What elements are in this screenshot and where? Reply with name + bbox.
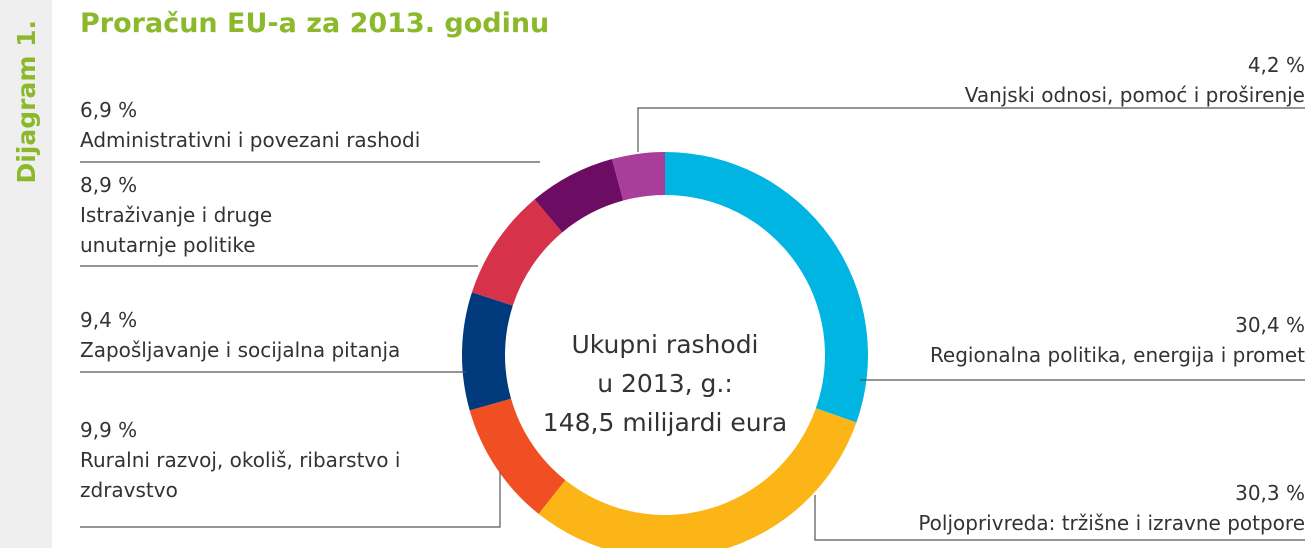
- donut-segment: [538, 408, 857, 548]
- category-label: Regionalna politika, energija i promet: [929, 343, 1305, 367]
- segment-label: 8,9 % Istraživanje i druge unutarnje poli…: [80, 170, 320, 260]
- category-label: Ruralni razvoj, okoliš, ribarstvo i zdra…: [80, 448, 401, 502]
- leader-line: [80, 472, 501, 528]
- center-line: 148,5 milijardi eura: [542, 408, 788, 437]
- category-label: Istraživanje i druge unutarnje politike: [80, 203, 273, 257]
- leader-line: [814, 495, 1305, 541]
- donut-segment: [469, 398, 566, 514]
- segment-label: 9,9 % Ruralni razvoj, okoliš, ribarstvo i…: [80, 415, 425, 505]
- donut-segment: [462, 292, 513, 411]
- value-label: 9,9 %: [80, 418, 138, 442]
- segment-label: 30,3 % Poljoprivreda: tržišne i izravne p…: [918, 478, 1305, 538]
- center-line: Ukupni rashodi: [571, 330, 759, 359]
- value-label: 30,3 %: [1235, 481, 1305, 505]
- value-label: 8,9 %: [80, 173, 138, 197]
- center-line: u 2013, g.:: [597, 369, 733, 398]
- value-label: 9,4 %: [80, 308, 138, 332]
- donut-segment: [612, 152, 665, 201]
- donut-segment: [471, 199, 563, 306]
- segment-label: 9,4 % Zapošljavanje i socijalna pitanja: [80, 305, 400, 365]
- side-strip: [0, 0, 52, 548]
- category-label: Vanjski odnosi, pomoć i proširenje: [964, 83, 1305, 107]
- chart-title: Proračun EU-a za 2013. godinu: [80, 8, 550, 39]
- category-label: Poljoprivreda: tržišne i izravne potpore: [918, 511, 1305, 535]
- segment-label: 30,4 % Regionalna politika, energija i pr…: [930, 310, 1305, 370]
- value-label: 6,9 %: [80, 98, 138, 122]
- segment-label: 4,2 % Vanjski odnosi, pomoć i proširenje: [965, 50, 1305, 110]
- category-label: Zapošljavanje i socijalna pitanja: [80, 338, 401, 362]
- value-label: 4,2 %: [1247, 53, 1305, 77]
- segment-label: 6,9 % Administrativni i povezani rashodi: [80, 95, 420, 155]
- category-label: Administrativni i povezani rashodi: [80, 128, 421, 152]
- value-label: 30,4 %: [1235, 313, 1305, 337]
- donut-segment: [534, 159, 624, 233]
- leader-line: [637, 107, 1305, 152]
- center-text: Ukupni rashodi u 2013, g.: 148,5 milijardi…: [515, 325, 815, 442]
- donut-segment: [665, 152, 868, 423]
